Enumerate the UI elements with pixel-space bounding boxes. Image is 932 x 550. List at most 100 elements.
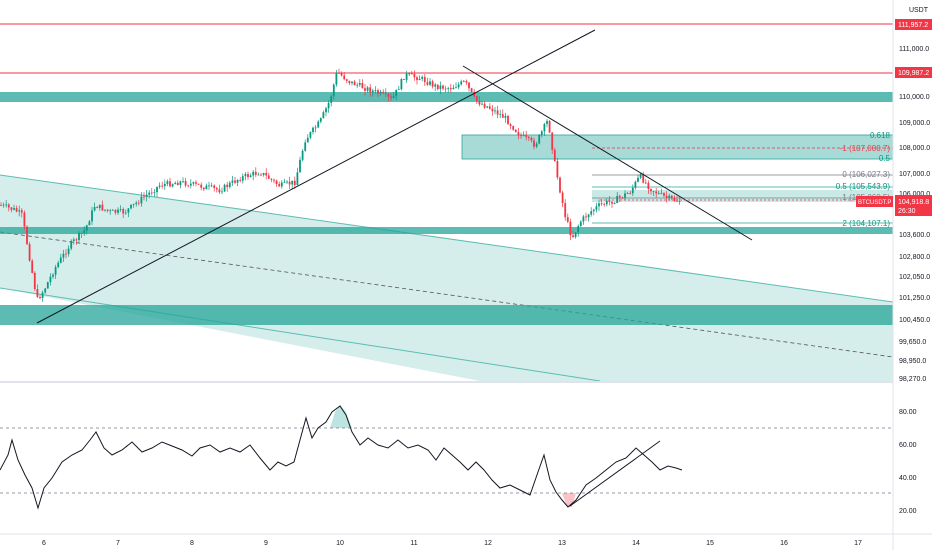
candle-body <box>361 83 364 89</box>
rsi-overbought-fill <box>330 405 352 428</box>
candle-body <box>301 150 304 160</box>
candle-body <box>10 207 13 210</box>
candle-body <box>673 197 676 201</box>
candle-body <box>166 181 169 184</box>
candle-body <box>390 96 392 98</box>
candle-body <box>75 239 78 241</box>
price-tick: 100,450.0 <box>899 317 930 324</box>
candle-body <box>247 174 249 178</box>
candle-body <box>642 173 645 183</box>
candle-body <box>488 106 491 109</box>
zone-109000[interactable] <box>0 92 893 102</box>
candle-body <box>353 81 356 86</box>
time-label: 7 <box>116 540 120 547</box>
rsi-tick: 20.00 <box>899 508 917 515</box>
candle-body <box>265 172 268 176</box>
candle-body <box>540 131 543 135</box>
candle-body <box>241 176 244 181</box>
candle-body <box>96 206 99 209</box>
candle-body <box>416 77 418 81</box>
candle-body <box>358 83 361 85</box>
candle-body <box>80 233 83 234</box>
candle-body <box>569 221 572 236</box>
price-label-111957: 111,957.2 <box>898 22 928 29</box>
candle-body <box>314 127 317 129</box>
candle-body <box>491 108 494 112</box>
candle-body <box>49 276 52 283</box>
candle-body <box>343 75 346 80</box>
zone-103800[interactable] <box>0 227 893 234</box>
candle-body <box>605 200 608 205</box>
candle-body <box>91 210 93 222</box>
candle-body <box>356 84 359 86</box>
candle-body <box>678 201 681 203</box>
candle-body <box>587 214 590 218</box>
candle-body <box>309 131 312 138</box>
channel-lower-line <box>0 287 601 382</box>
price-axis-ticks: 111,000.0 110,000.0 109,000.0 108,000.0 … <box>899 46 930 383</box>
candle-body <box>611 201 613 204</box>
time-label: 16 <box>780 540 788 547</box>
rsi-pane[interactable] <box>0 405 893 510</box>
candle-body <box>145 194 148 197</box>
price-label-109987-bg <box>895 67 932 78</box>
candle-body <box>101 204 104 211</box>
candle-body <box>377 90 379 94</box>
candle-body <box>15 208 18 212</box>
time-label: 13 <box>558 540 566 547</box>
candle-body <box>124 212 127 214</box>
candle-body <box>418 78 421 81</box>
candle-body <box>465 80 468 83</box>
rsi-trend-line[interactable] <box>569 440 661 507</box>
candle-body <box>228 182 231 188</box>
candle-body <box>5 204 8 206</box>
price-tick: 98,270.0 <box>899 376 926 383</box>
candle-body <box>525 134 528 137</box>
price-label-109987: 109,987.2 <box>898 70 929 77</box>
candle-body <box>371 90 374 93</box>
candle-body <box>444 88 447 90</box>
candle-body <box>462 80 465 82</box>
uptrend-line[interactable] <box>36 29 596 324</box>
candle-body <box>551 132 554 150</box>
candle-body <box>208 185 210 187</box>
zone-100700[interactable] <box>0 305 893 325</box>
candle-body <box>130 204 132 209</box>
candle-body <box>590 211 593 215</box>
candle-body <box>127 208 130 213</box>
candle-body <box>650 189 652 192</box>
candle-body <box>210 185 213 187</box>
candle-body <box>205 185 208 190</box>
candle-body <box>639 173 642 178</box>
candle-body <box>566 217 569 222</box>
candle-body <box>148 192 151 195</box>
candle-body <box>351 81 353 84</box>
candle-body <box>213 185 216 188</box>
candle-body <box>36 289 39 297</box>
candle-body <box>483 103 486 108</box>
candle-body <box>475 96 478 102</box>
rsi-tick: 40.00 <box>899 475 917 482</box>
zone-fib-box[interactable] <box>461 134 894 160</box>
candlestick-series[interactable] <box>0 68 681 302</box>
candle-body <box>23 212 26 227</box>
candle-body <box>676 200 678 202</box>
rsi-line[interactable] <box>0 405 683 510</box>
candle-body <box>452 87 455 90</box>
candle-body <box>2 204 5 206</box>
candle-body <box>618 195 621 198</box>
candle-body <box>572 235 574 238</box>
downtrend-line[interactable] <box>462 65 753 241</box>
candle-body <box>176 182 179 186</box>
candle-body <box>189 183 192 186</box>
candle-body <box>514 129 517 133</box>
candle-body <box>434 84 437 87</box>
candle-body <box>322 112 325 119</box>
candle-body <box>520 135 522 137</box>
symbol-tag-bg <box>856 196 893 207</box>
candle-body <box>7 204 10 208</box>
candle-body <box>556 161 559 178</box>
price-axis[interactable] <box>893 0 932 550</box>
time-axis[interactable]: 6 7 8 9 10 11 12 13 14 15 16 17 <box>42 540 862 547</box>
